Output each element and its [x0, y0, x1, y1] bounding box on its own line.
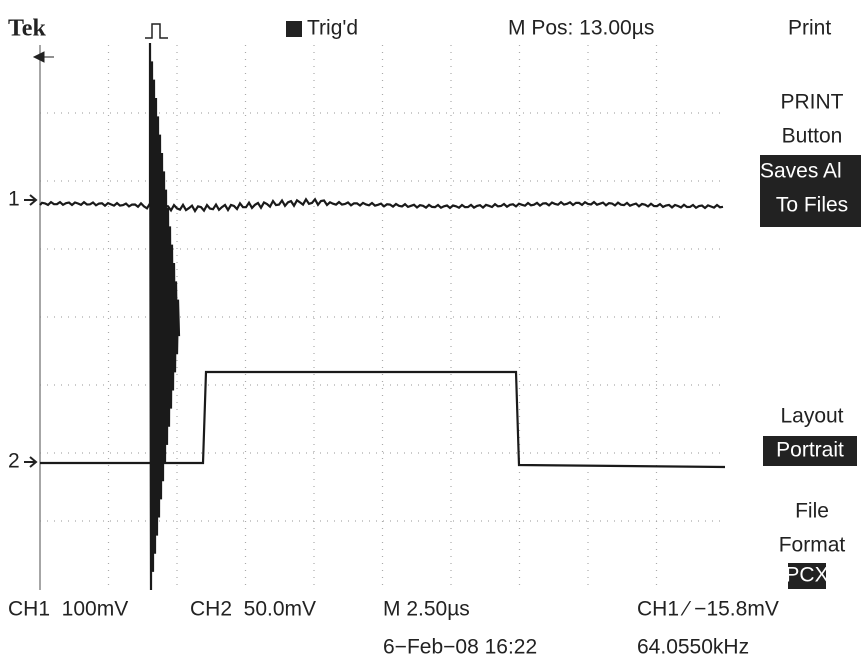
trigger-status: Trig'd [307, 17, 358, 40]
date: 6−Feb−08 16:22 [383, 636, 537, 659]
oscilloscope-screen: Tek Trig'd M Pos: 13.00µs Print 1 2 PRIN… [0, 0, 861, 666]
menu-text: File [795, 500, 829, 523]
ch1-trace [40, 199, 723, 211]
marker-arrow [24, 457, 36, 467]
menu-text[interactable]: To Files [776, 194, 848, 217]
menu-text: PRINT [781, 91, 844, 114]
menu-text: Layout [780, 405, 843, 428]
trigger-level: CH1 ⁄ −15.8mV [637, 598, 779, 621]
ch1-scale: CH1 100mV [8, 598, 128, 621]
ch1-burst [150, 43, 179, 590]
ch1-marker: 1 [8, 188, 20, 211]
brand: Tek [8, 16, 46, 42]
marker-arrow [24, 195, 36, 205]
graticule [40, 45, 725, 590]
frequency: 64.0550kHz [637, 636, 749, 659]
ch2-trace [40, 372, 725, 467]
menu-text: Button [782, 125, 843, 148]
ch2-scale: CH2 50.0mV [190, 598, 316, 621]
trig-box [286, 21, 302, 37]
position: M Pos: 13.00µs [508, 17, 654, 40]
trigger-icon [145, 24, 168, 38]
menu-text[interactable]: Saves Al [760, 160, 842, 183]
menu-value[interactable]: PCX [785, 564, 828, 587]
trigger-pos [34, 52, 54, 62]
menu-text: Format [779, 534, 846, 557]
menu-title: Print [788, 17, 831, 40]
ch2-marker: 2 [8, 450, 20, 473]
menu-value[interactable]: Portrait [776, 439, 844, 462]
timebase: M 2.50µs [383, 598, 470, 621]
